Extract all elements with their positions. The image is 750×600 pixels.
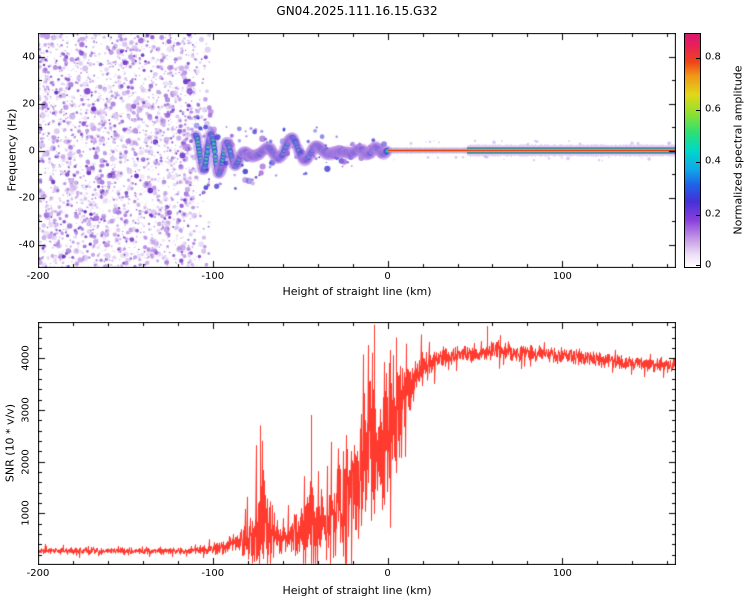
tick-label: 0.2	[705, 208, 721, 220]
tick-label: 0	[384, 271, 391, 282]
colorbar-tick	[696, 265, 700, 266]
tick-label: 0	[384, 568, 391, 579]
tick-label: 4000	[20, 345, 32, 371]
snr-canvas	[38, 322, 676, 565]
snr-panel	[38, 322, 676, 565]
tick-label: 1000	[20, 500, 32, 527]
colorbar-tick	[696, 162, 700, 164]
colorbar	[684, 33, 701, 268]
colorbar-label: Normalized spectral amplitude	[731, 65, 745, 235]
tick-label: 0	[28, 145, 35, 156]
tick-label: 100	[552, 568, 572, 579]
tick-label: 20	[22, 98, 35, 109]
colorbar-tick	[696, 109, 700, 111]
tick-label: -40	[18, 239, 35, 250]
tick-label: 40	[22, 51, 35, 62]
tick-label: -200	[26, 271, 50, 282]
tick-label: 2000	[20, 448, 32, 475]
tick-label: 3000	[20, 397, 32, 423]
tick-label: -100	[201, 568, 225, 579]
colorbar-tick	[696, 214, 700, 216]
tick-label: 0.6	[705, 103, 721, 115]
tick-label: 0	[705, 259, 712, 271]
spectrogram-x-axis-label: Height of straight line (km)	[282, 285, 432, 298]
tick-label: -100	[201, 271, 225, 282]
spectrogram-canvas	[38, 33, 676, 268]
tick-label: 100	[552, 271, 572, 282]
tick-label: -20	[18, 192, 35, 203]
tick-label: 0.4	[705, 155, 721, 167]
colorbar-tick	[696, 57, 700, 59]
tick-label: -200	[26, 568, 50, 579]
figure-title: GN04.2025.111.16.15.G32	[276, 4, 438, 18]
spectrogram-panel	[38, 33, 676, 268]
snr-x-axis-label: Height of straight line (km)	[282, 584, 432, 597]
tick-label: 0.8	[705, 51, 721, 63]
snr-y-axis-label: SNR (10 * v/v)	[3, 403, 17, 483]
